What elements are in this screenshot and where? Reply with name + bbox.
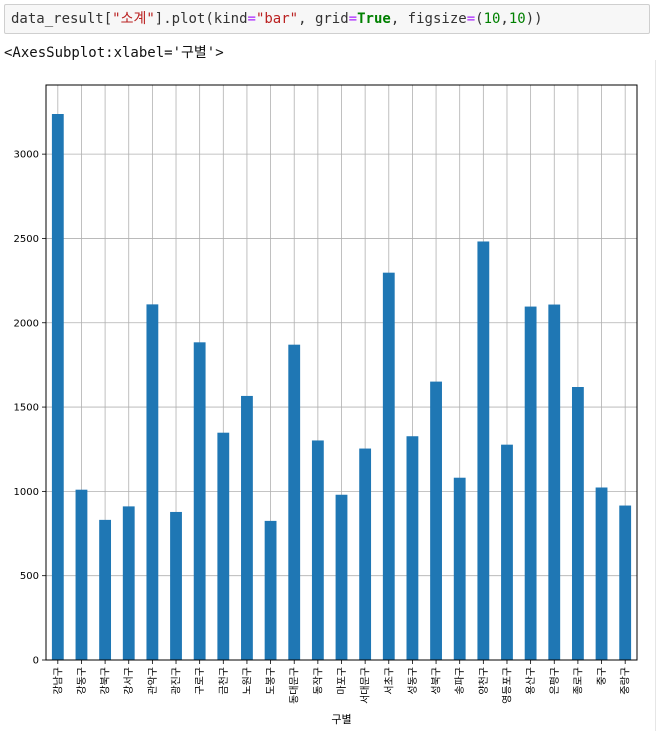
- bar: [359, 448, 372, 660]
- code-cell-input[interactable]: data_result["소계"].plot(kind="bar", grid=…: [4, 4, 650, 34]
- y-tick-label: 2500: [14, 234, 39, 245]
- code-token: 10: [483, 11, 501, 27]
- code-token: 10: [508, 11, 526, 27]
- bar: [406, 436, 419, 660]
- x-tick-label: 강북구: [100, 667, 112, 695]
- bar: [99, 519, 112, 660]
- x-tick-label: 노원구: [241, 667, 253, 695]
- bar: [122, 506, 135, 660]
- x-tick-label: 강동구: [76, 667, 88, 695]
- x-tick-label: 양천구: [478, 667, 490, 695]
- bar: [146, 304, 159, 660]
- x-tick-label: 성동구: [407, 667, 419, 695]
- bar: [288, 344, 301, 660]
- x-tick-label: 영등포구: [501, 667, 513, 704]
- code-token: ,: [500, 11, 509, 27]
- y-tick-label: 2000: [14, 318, 39, 329]
- y-tick-label: 500: [20, 571, 39, 582]
- code-token: True: [357, 11, 391, 27]
- code-token: )): [525, 11, 543, 27]
- x-tick-label: 동대문구: [289, 667, 301, 704]
- bar: [501, 444, 513, 660]
- code-token: =: [466, 11, 476, 27]
- x-tick-label: 동작구: [312, 667, 324, 695]
- bar: [193, 342, 206, 660]
- bar: [430, 381, 442, 660]
- y-tick-label: 0: [33, 656, 39, 667]
- y-tick-label: 1000: [14, 487, 39, 498]
- x-tick-label: 관악구: [147, 667, 159, 695]
- bar: [619, 505, 632, 660]
- code-token: , figsize: [390, 11, 467, 27]
- code-token: data_result[: [11, 11, 113, 27]
- code-token: ].plot(kind: [154, 11, 248, 27]
- bar: [311, 440, 324, 660]
- code-token: "bar": [255, 11, 299, 27]
- bar: [335, 494, 348, 660]
- x-tick-label: 중랑구: [620, 667, 632, 695]
- y-tick-label: 3000: [14, 150, 39, 161]
- bar: [170, 511, 182, 660]
- x-tick-label: 중구: [596, 667, 608, 685]
- bar: [51, 114, 64, 660]
- x-tick-label: 종로구: [572, 667, 584, 695]
- bar: [571, 387, 584, 660]
- bar: [548, 304, 561, 660]
- code-token: , grid: [298, 11, 349, 27]
- x-tick-label: 강서구: [123, 667, 135, 695]
- x-tick-label: 강남구: [52, 667, 64, 695]
- x-axis-label: 구별: [331, 713, 351, 726]
- output-scroll-edge: [655, 60, 656, 731]
- x-tick-label: 용산구: [525, 667, 537, 695]
- x-tick-label: 서초구: [383, 667, 395, 695]
- y-tick-label: 1500: [14, 403, 39, 414]
- x-tick-label: 은평구: [549, 667, 561, 695]
- bar: [264, 520, 277, 660]
- bar: [241, 395, 253, 660]
- x-tick-label: 광진구: [171, 667, 183, 695]
- bar: [524, 306, 537, 660]
- x-tick-label: 구로구: [195, 667, 206, 695]
- code-token: "소계": [112, 11, 155, 27]
- x-tick-label: 성북구: [431, 667, 443, 695]
- bar: [477, 241, 490, 660]
- bar: [75, 489, 88, 660]
- bar: [453, 477, 466, 660]
- bar: [217, 432, 230, 660]
- cell-output-text: <AxesSubplot:xlabel='구별'>: [4, 45, 224, 61]
- x-tick-label: 금천구: [218, 667, 230, 695]
- x-tick-label: 송파구: [454, 667, 466, 695]
- code-token: (: [475, 11, 484, 27]
- x-tick-label: 도봉구: [265, 667, 277, 695]
- code-line: data_result["소계"].plot(kind="bar", grid=…: [11, 11, 543, 27]
- x-tick-label: 마포구: [336, 667, 348, 695]
- code-token: =: [348, 11, 358, 27]
- bar: [595, 487, 608, 660]
- x-tick-label: 서대문구: [360, 667, 372, 704]
- code-token: =: [247, 11, 256, 27]
- bar: [382, 272, 395, 660]
